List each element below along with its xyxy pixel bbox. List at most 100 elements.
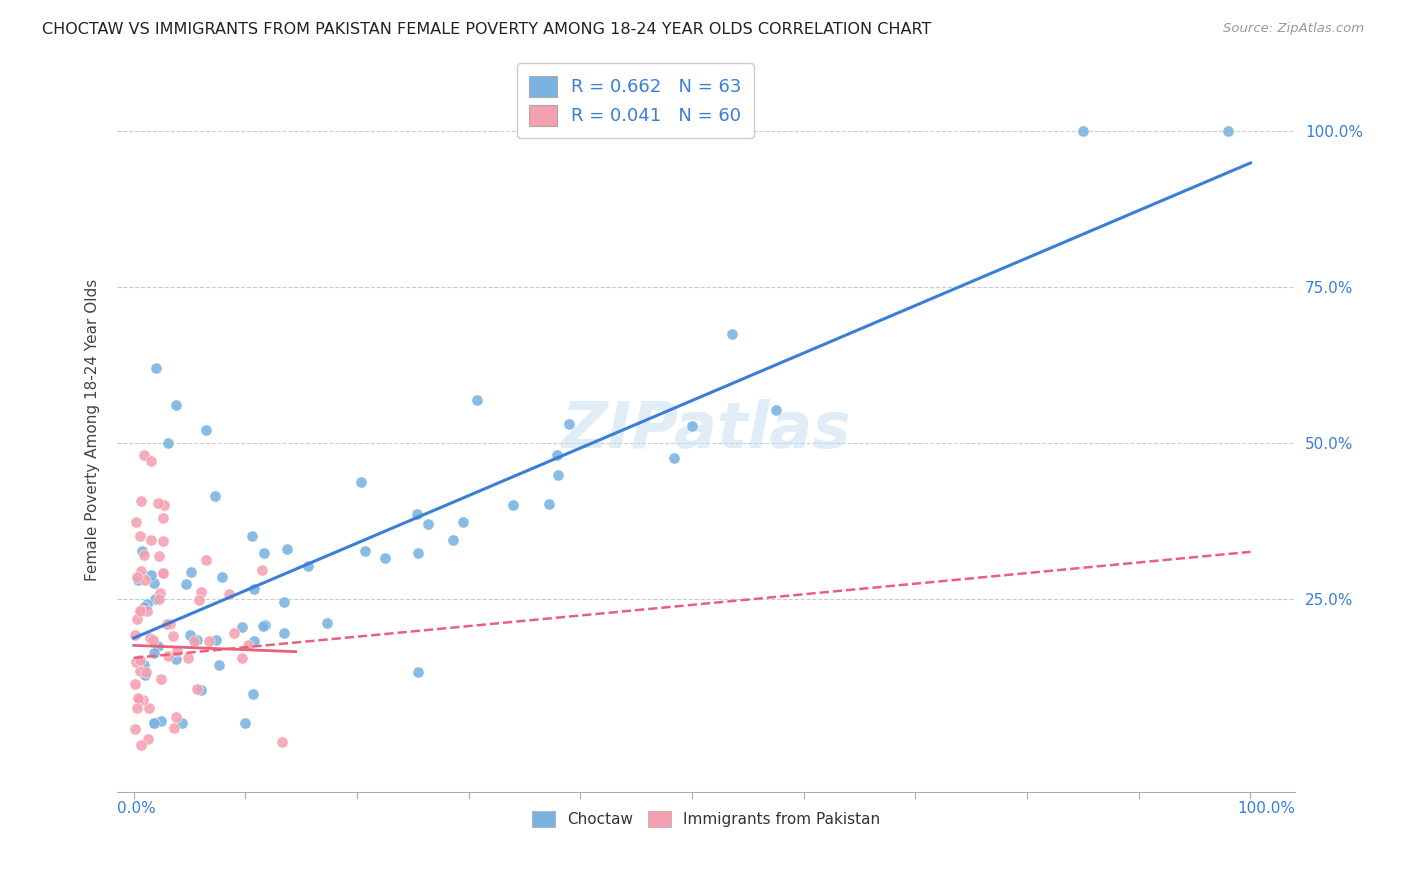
Point	[273, 626, 295, 640]
Point	[128, 664, 150, 678]
Point	[152, 533, 174, 548]
Point	[406, 507, 429, 521]
Point	[218, 587, 240, 601]
Point	[127, 701, 149, 715]
Point	[143, 592, 166, 607]
Point	[441, 533, 464, 547]
Point	[134, 667, 156, 681]
Text: CHOCTAW VS IMMIGRANTS FROM PAKISTAN FEMALE POVERTY AMONG 18-24 YEAR OLDS CORRELA: CHOCTAW VS IMMIGRANTS FROM PAKISTAN FEMA…	[42, 22, 932, 37]
Point	[135, 665, 157, 680]
Point	[207, 657, 229, 672]
Point	[129, 494, 152, 508]
Point	[211, 570, 233, 584]
Point	[250, 563, 273, 577]
Point	[141, 568, 163, 582]
Point	[146, 496, 169, 510]
Y-axis label: Female Poverty Among 18-24 Year Olds: Female Poverty Among 18-24 Year Olds	[86, 279, 100, 582]
Point	[131, 739, 153, 753]
Point	[124, 628, 146, 642]
Point	[451, 515, 474, 529]
Text: 0.0%: 0.0%	[117, 801, 156, 816]
Point	[129, 564, 152, 578]
Point	[125, 515, 148, 529]
Point	[558, 417, 581, 432]
Point	[252, 619, 274, 633]
Point	[139, 454, 162, 468]
Point	[179, 628, 201, 642]
Text: ZIPatlas: ZIPatlas	[561, 400, 851, 461]
Point	[146, 639, 169, 653]
Point	[142, 716, 165, 731]
Point	[127, 691, 149, 706]
Point	[132, 599, 155, 614]
Point	[136, 598, 159, 612]
Point	[236, 638, 259, 652]
Point	[129, 604, 152, 618]
Point	[165, 710, 187, 724]
Point	[153, 498, 176, 512]
Point	[135, 604, 157, 618]
Point	[187, 593, 209, 607]
Point	[315, 615, 337, 630]
Point	[125, 570, 148, 584]
Text: 100.0%: 100.0%	[1237, 801, 1295, 816]
Point	[152, 510, 174, 524]
Point	[183, 634, 205, 648]
Point	[142, 633, 165, 648]
Point	[165, 398, 187, 412]
Point	[148, 591, 170, 606]
Point	[233, 716, 256, 731]
Point	[138, 701, 160, 715]
Point	[190, 682, 212, 697]
Point	[190, 585, 212, 599]
Point	[124, 677, 146, 691]
Point	[180, 565, 202, 579]
Point	[253, 546, 276, 560]
Point	[546, 449, 568, 463]
Point	[125, 612, 148, 626]
Point	[174, 577, 197, 591]
Point	[143, 716, 166, 731]
Point	[143, 646, 166, 660]
Point	[128, 529, 150, 543]
Point	[186, 681, 208, 696]
Point	[166, 643, 188, 657]
Point	[150, 714, 173, 729]
Point	[131, 603, 153, 617]
Point	[131, 543, 153, 558]
Point	[157, 435, 180, 450]
Point	[276, 541, 298, 556]
Point	[148, 549, 170, 563]
Point	[163, 721, 186, 735]
Point	[198, 633, 221, 648]
Point	[662, 451, 685, 466]
Point	[148, 586, 170, 600]
Legend: Choctaw, Immigrants from Pakistan: Choctaw, Immigrants from Pakistan	[524, 803, 889, 835]
Point	[177, 650, 200, 665]
Point	[240, 529, 263, 543]
Point	[129, 653, 152, 667]
Point	[681, 419, 703, 434]
Point	[406, 665, 429, 679]
Point	[243, 582, 266, 596]
Point	[765, 402, 787, 417]
Point	[273, 595, 295, 609]
Point	[270, 735, 292, 749]
Point	[231, 620, 253, 634]
Point	[152, 566, 174, 581]
Point	[204, 632, 226, 647]
Point	[134, 448, 156, 462]
Point	[128, 693, 150, 707]
Point	[416, 517, 439, 532]
Point	[149, 672, 172, 686]
Point	[156, 648, 179, 663]
Point	[152, 566, 174, 580]
Point	[134, 658, 156, 673]
Point	[547, 467, 569, 482]
Point	[145, 360, 167, 375]
Point	[297, 559, 319, 574]
Point	[1071, 124, 1094, 138]
Point	[254, 618, 277, 632]
Point	[354, 544, 377, 558]
Point	[125, 655, 148, 669]
